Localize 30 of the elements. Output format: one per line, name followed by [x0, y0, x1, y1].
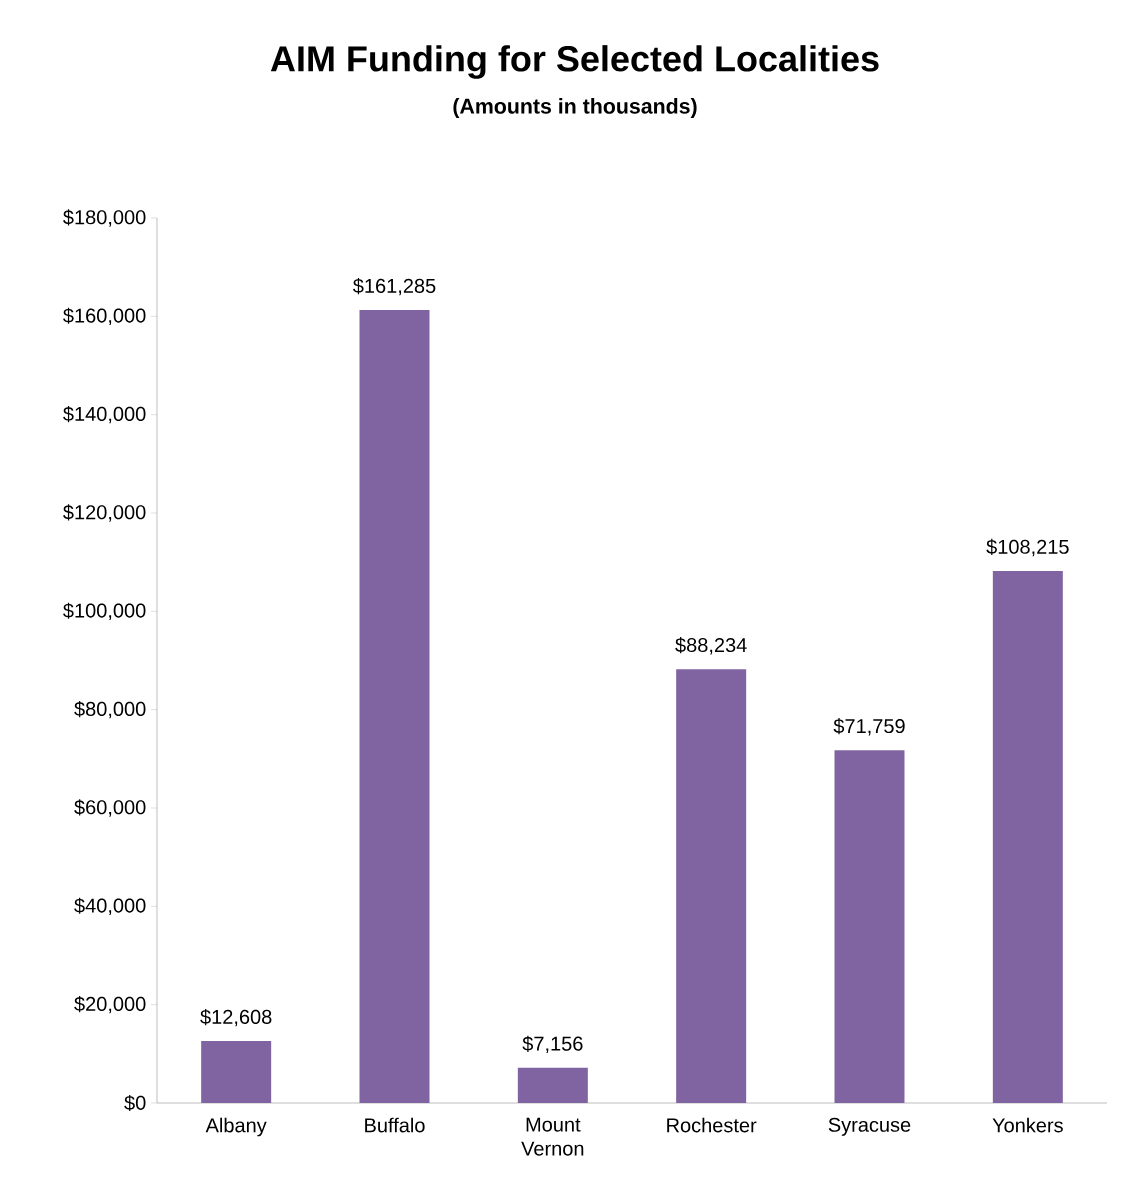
- x-tick-label: Syracuse: [828, 1117, 911, 1136]
- y-tick-label: $40,000: [74, 897, 146, 916]
- bar: [834, 750, 905, 1104]
- data-label: $108,215: [986, 538, 1069, 557]
- y-tick-label: $80,000: [74, 700, 146, 719]
- y-tick-label: $20,000: [74, 995, 146, 1014]
- y-tick-label: $0: [124, 1094, 146, 1112]
- chart-subtitle: (Amounts in thousands): [453, 98, 697, 118]
- x-tick-label: Yonkers: [992, 1117, 1063, 1133]
- x-tick-label: Rochester: [667, 1117, 757, 1133]
- y-tick-label: $140,000: [63, 405, 146, 424]
- bar: [992, 570, 1063, 1104]
- data-label: $7,156: [522, 1035, 583, 1054]
- chart-title: AIM Funding for Selected Localities: [270, 45, 879, 79]
- bar: [359, 310, 430, 1104]
- y-tick-label: $100,000: [63, 602, 146, 621]
- bar: [676, 669, 747, 1104]
- data-label: $88,234: [675, 637, 747, 655]
- data-label: $12,608: [200, 1008, 272, 1027]
- data-label: $161,285: [353, 277, 436, 296]
- y-tick-label: $120,000: [63, 504, 146, 522]
- bar: [201, 1041, 272, 1104]
- x-tick-label: Buffalo: [365, 1117, 425, 1133]
- y-tick-label: $180,000: [63, 209, 146, 227]
- data-label: $71,759: [833, 718, 905, 736]
- y-tick-label: $160,000: [63, 307, 146, 326]
- x-tick-label: Mount Vernon: [521, 1117, 584, 1156]
- bar: [517, 1067, 588, 1104]
- y-tick-label: $60,000: [74, 799, 146, 817]
- x-tick-label: Albany: [205, 1117, 267, 1137]
